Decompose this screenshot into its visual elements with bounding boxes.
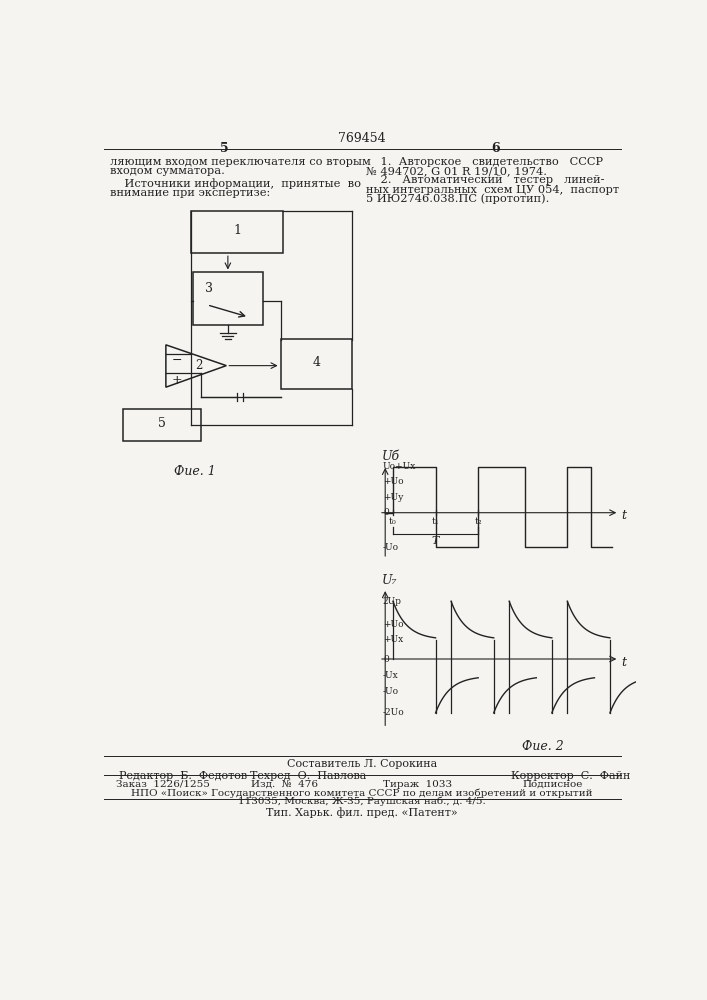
Text: Источники информации,  принятые  во: Источники информации, принятые во [110, 179, 361, 189]
Bar [192, 211, 283, 253]
Text: Тип. Харьк. фил. пред. «Патент»: Тип. Харьк. фил. пред. «Патент» [266, 807, 457, 818]
Text: Подписное: Подписное [522, 780, 583, 789]
Text: Техред  О.  Павлова: Техред О. Павлова [250, 771, 366, 781]
Bar [281, 339, 352, 389]
Text: 5: 5 [158, 417, 166, 430]
Text: № 494702, G 01 R 19/10, 1974.: № 494702, G 01 R 19/10, 1974. [366, 166, 547, 176]
Text: Корректор  С.  Файн: Корректор С. Файн [510, 771, 630, 781]
Text: t₀: t₀ [389, 517, 397, 526]
Text: +Uо: +Uо [383, 477, 404, 486]
Text: 1.  Авторское   свидетельство   СССР: 1. Авторское свидетельство СССР [366, 157, 603, 167]
Text: 6: 6 [491, 142, 500, 155]
Text: 5: 5 [220, 142, 228, 155]
Text: 0: 0 [383, 508, 389, 517]
Text: 113035, Москва, Ж-35, Раушская наб., д. 4/5.: 113035, Москва, Ж-35, Раушская наб., д. … [238, 796, 486, 806]
Text: −: − [172, 354, 182, 367]
Text: -2Uо: -2Uо [383, 708, 404, 717]
Text: Тираж  1033: Тираж 1033 [383, 780, 452, 789]
Text: 3: 3 [204, 282, 213, 295]
Text: 4: 4 [312, 356, 320, 369]
Text: Фue. 1: Фue. 1 [174, 465, 216, 478]
Text: -Uо: -Uо [383, 687, 399, 696]
Text: внимание при экспертизе:: внимание при экспертизе: [110, 188, 270, 198]
Text: 2Uр: 2Uр [383, 597, 402, 606]
Text: Фue. 2: Фue. 2 [522, 740, 564, 753]
Text: t₁: t₁ [432, 517, 440, 526]
Text: +Uо: +Uо [383, 620, 404, 629]
Text: t: t [621, 656, 626, 669]
Text: Uо+Uх: Uо+Uх [383, 462, 416, 471]
Text: -Uо: -Uо [383, 543, 399, 552]
Text: Редактор  Б.  Федотов: Редактор Б. Федотов [119, 771, 247, 781]
Text: Заказ  1226/1255: Заказ 1226/1255 [115, 780, 209, 789]
Text: +: + [172, 374, 182, 387]
Text: 769454: 769454 [338, 132, 386, 145]
Text: U₇: U₇ [381, 574, 397, 587]
Text: +Uу: +Uу [383, 493, 403, 502]
Text: ляющим входом переключателя со вторым: ляющим входом переключателя со вторым [110, 157, 371, 167]
Bar [193, 272, 263, 325]
Text: t: t [621, 509, 626, 522]
Text: 0: 0 [383, 654, 389, 664]
Text: 2: 2 [195, 359, 203, 372]
Text: ных интегральных  схем ЦУ 054,  паспорт: ных интегральных схем ЦУ 054, паспорт [366, 185, 619, 195]
Text: t₂: t₂ [474, 517, 482, 526]
Bar [123, 409, 201, 441]
Text: +Uх: +Uх [383, 635, 403, 644]
Text: входом сумматора.: входом сумматора. [110, 166, 225, 176]
Text: Изд.  №  476: Изд. № 476 [251, 780, 318, 789]
Text: -Uх: -Uх [383, 671, 399, 680]
Text: Составитель Л. Сорокина: Составитель Л. Сорокина [287, 759, 437, 769]
Text: 2.   Автоматический   тестер   линей-: 2. Автоматический тестер линей- [366, 175, 604, 185]
Polygon shape [166, 345, 226, 387]
Text: T: T [432, 536, 439, 546]
Text: Uб: Uб [381, 450, 399, 463]
Text: 5 ИЮ2746.038.ПС (прототип).: 5 ИЮ2746.038.ПС (прототип). [366, 194, 549, 204]
Text: 1: 1 [233, 224, 241, 237]
Text: НПО «Поиск» Государственного комитета СССР по делам изобретений и открытий: НПО «Поиск» Государственного комитета СС… [132, 788, 592, 798]
